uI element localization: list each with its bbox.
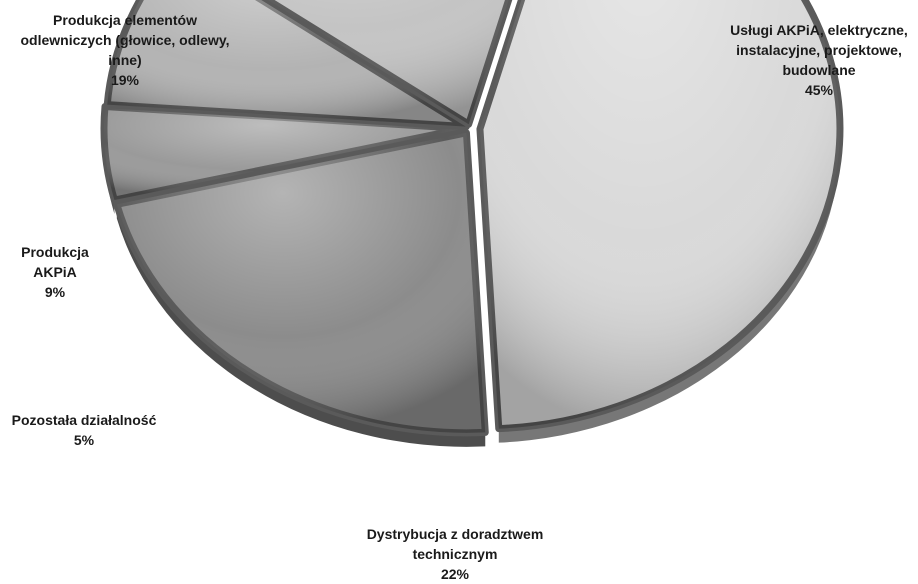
slice-uslugi-side (498, 0, 840, 443)
slice-pozostala-shading (104, 106, 465, 201)
slice-label-dystrybucja: Dystrybucja z doradztwem technicznym 22% (366, 526, 544, 582)
slice-odlewnicze-shading (267, 0, 509, 125)
slice-uslugi-shading (479, 0, 840, 429)
slice-produkcja-akpia-shading (107, 0, 467, 127)
slice-dystrybucja-shading (116, 132, 486, 433)
slice-label-pozostala: Pozostała działalność 5% (11, 412, 157, 448)
slice-label-odlewnicze: Produkcja elementów odlewniczych (głowic… (20, 12, 230, 88)
slice-label-uslugi: Usługi AKPiA, elektryczne, instalacyjne,… (730, 22, 908, 98)
slice-label-produkcja-akpia: Produkcja AKPiA 9% (21, 244, 89, 300)
